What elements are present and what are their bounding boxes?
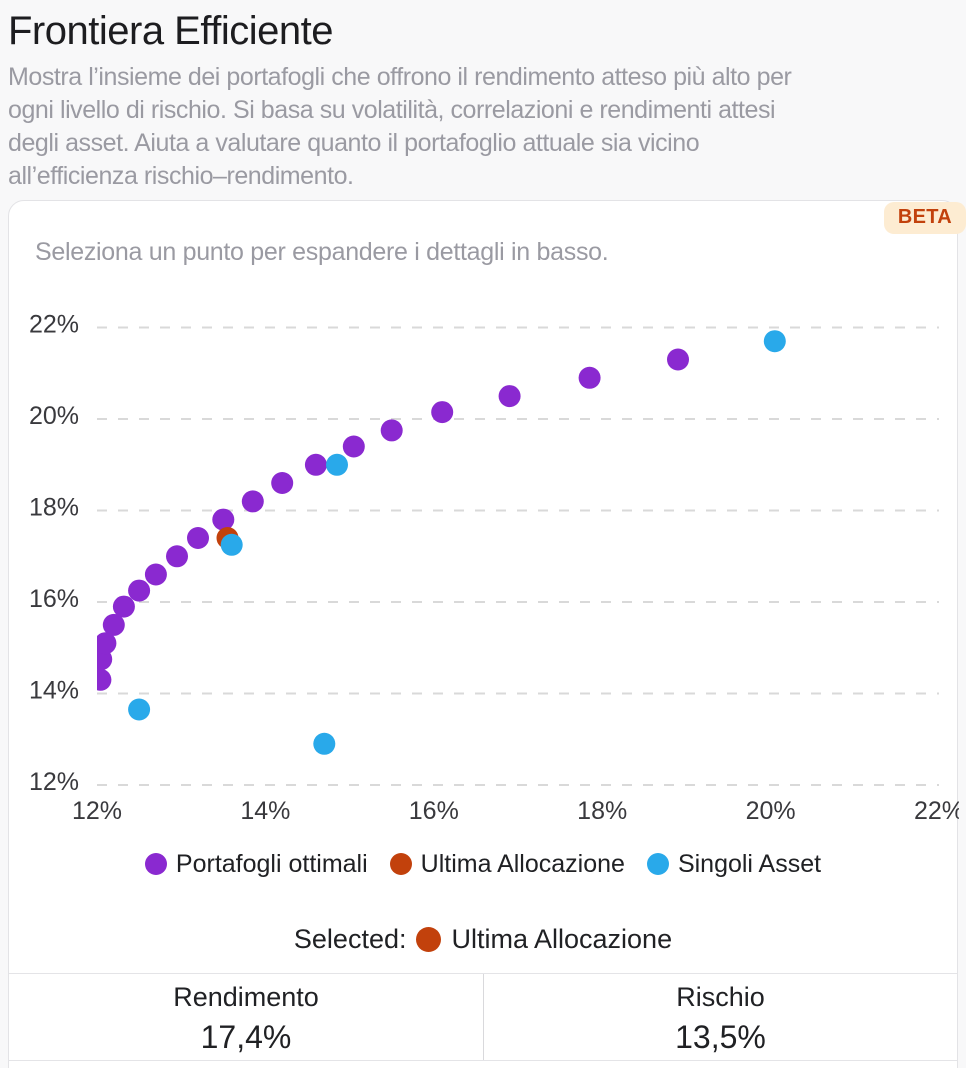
chart-point-purple-14[interactable]: [380, 419, 403, 442]
chart-point-purple-18[interactable]: [667, 348, 689, 371]
page-description: Mostra l’insieme dei portafogli che offr…: [8, 61, 956, 193]
chart-point-purple-7[interactable]: [166, 545, 188, 568]
beta-badge: BETA: [883, 202, 966, 234]
stat-value: 17,4%: [200, 1019, 292, 1055]
y-tick-14%: 14%: [29, 677, 79, 705]
legend-item-portafogli-ottimali[interactable]: Portafogli ottimali: [144, 849, 368, 879]
chart-x-axis-labels: 12% 14% 16% 18% 20% 22%: [72, 797, 959, 825]
chart-point-purple-16[interactable]: [498, 385, 521, 408]
chart-point-purple-6[interactable]: [144, 563, 167, 586]
x-tick-12%: 12%: [72, 797, 122, 825]
selected-point-row: Selected: Ultima Allocazione: [9, 915, 957, 963]
chart-point-purple-17[interactable]: [578, 366, 601, 389]
selected-point-stats: Rendimento 17,4% Rischio 13,5%: [9, 973, 957, 1061]
frontier-chart[interactable]: 12% 14% 16% 18% 20% 22% 12% 14% 16% 18% 20% 22%: [9, 201, 959, 841]
chart-point-purple-5[interactable]: [128, 579, 151, 602]
chart-legend: Portafogli ottimali Ultima Allocazione S…: [9, 841, 957, 887]
stat-rendimento: Rendimento 17,4%: [9, 974, 483, 1060]
chart-point-blue-0[interactable]: [128, 698, 151, 721]
legend-label: Singoli Asset: [677, 849, 822, 878]
legend-item-ultima-allocazione[interactable]: Ultima Allocazione: [389, 849, 625, 879]
chart-point-purple-11[interactable]: [271, 472, 294, 494]
x-tick-20%: 20%: [746, 797, 796, 825]
y-tick-20%: 20%: [29, 402, 79, 430]
chart-instruction: Seleziona un punto per espandere i detta…: [35, 238, 609, 266]
page-description-line: Mostra l’insieme dei portafogli che offr…: [8, 63, 792, 91]
chart-point-purple-10[interactable]: [241, 490, 264, 513]
chart-point-purple-2[interactable]: [94, 632, 117, 655]
selected-prefix: Selected:: [293, 923, 407, 954]
chart-gridlines: [97, 326, 939, 786]
selected-label: Ultima Allocazione: [451, 923, 673, 954]
chart-point-blue-1[interactable]: [220, 533, 243, 556]
stat-label: Rischio: [676, 982, 765, 1012]
page-description-line: degli asset. Aiuta a valutare quanto il …: [8, 129, 700, 157]
x-tick-18%: 18%: [577, 797, 627, 825]
page-description-line: all’efficienza rischio–rendimento.: [8, 162, 354, 190]
legend-item-singoli-asset[interactable]: Singoli Asset: [646, 849, 822, 879]
singoli-asset-dot-icon: [646, 853, 669, 875]
chart-point-purple-15[interactable]: [431, 401, 454, 424]
chart-points: [89, 330, 786, 755]
chart-point-purple-13[interactable]: [342, 435, 365, 458]
portafogli-ottimali-dot-icon: [144, 853, 167, 875]
chart-point-purple-12[interactable]: [304, 453, 327, 476]
stat-value: 13,5%: [675, 1019, 766, 1055]
y-tick-16%: 16%: [29, 585, 79, 613]
page-header: Frontiera Efficiente Mostra l’insieme de…: [0, 0, 966, 193]
x-tick-14%: 14%: [240, 797, 290, 825]
legend-label: Ultima Allocazione: [420, 849, 625, 878]
y-tick-18%: 18%: [29, 494, 79, 522]
y-tick-12%: 12%: [29, 768, 79, 796]
stat-rischio: Rischio 13,5%: [483, 974, 957, 1060]
chart-point-blue-2[interactable]: [313, 732, 336, 755]
chart-point-purple-8[interactable]: [187, 527, 209, 549]
page-title: Frontiera Efficiente: [8, 9, 333, 53]
chart-point-purple-4[interactable]: [112, 595, 135, 618]
chart-point-purple-0[interactable]: [89, 668, 112, 691]
efficient-frontier-card: BETA Seleziona un punto per espandere i …: [8, 200, 966, 1068]
selected-dot-icon: [416, 926, 442, 952]
chart-y-axis-labels: 12% 14% 16% 18% 20% 22%: [29, 311, 79, 797]
chart-point-purple-3[interactable]: [102, 613, 125, 636]
ultima-allocazione-dot-icon: [389, 853, 412, 875]
legend-label: Portafogli ottimali: [175, 849, 368, 878]
page-description-line: ogni livello di rischio. Si basa su vola…: [8, 96, 776, 124]
chart-point-blue-3[interactable]: [326, 453, 348, 476]
chart-point-blue-4[interactable]: [763, 330, 786, 353]
chart-point-purple-9[interactable]: [212, 508, 235, 531]
x-tick-16%: 16%: [409, 797, 459, 825]
stat-label: Rendimento: [173, 982, 319, 1012]
x-tick-22%: 22%: [914, 797, 959, 825]
y-tick-22%: 22%: [29, 311, 79, 339]
